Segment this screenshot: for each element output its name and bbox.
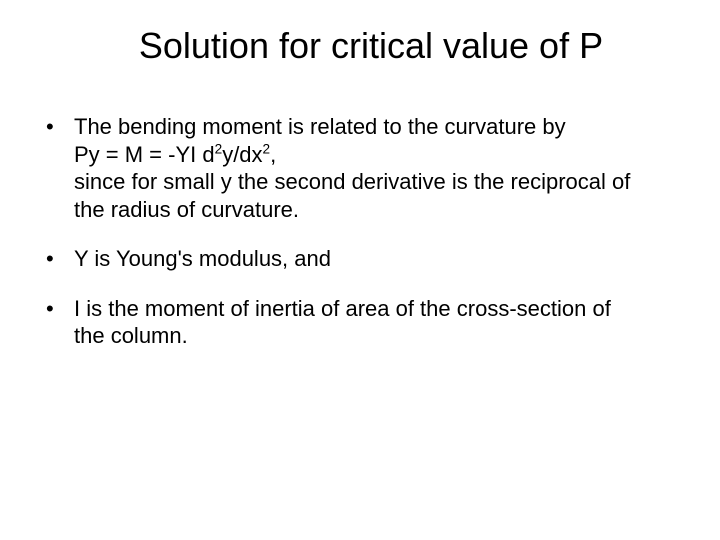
bullet1-line3a: since for small y the second derivative … — [74, 169, 630, 194]
bullet3-line2: the column. — [74, 323, 188, 348]
slide-title: Solution for critical value of P — [40, 24, 680, 67]
bullet-list: The bending moment is related to the cur… — [40, 113, 680, 350]
bullet-item-2: Y is Young's modulus, and — [40, 245, 680, 273]
bullet1-eq-suffix: , — [270, 142, 276, 167]
bullet-item-1: The bending moment is related to the cur… — [40, 113, 680, 223]
bullet2-text: Y is Young's modulus, and — [74, 246, 331, 271]
slide: Solution for critical value of P The ben… — [0, 0, 720, 540]
bullet1-eq-prefix: Py = M = -YI d — [74, 142, 215, 167]
bullet1-line3b: the radius of curvature. — [74, 197, 299, 222]
bullet1-sup2: 2 — [263, 141, 271, 156]
bullet1-line1: The bending moment is related to the cur… — [74, 114, 566, 139]
bullet3-line1: I is the moment of inertia of area of th… — [74, 296, 611, 321]
bullet1-eq-mid: y/dx — [222, 142, 262, 167]
bullet-item-3: I is the moment of inertia of area of th… — [40, 295, 680, 350]
